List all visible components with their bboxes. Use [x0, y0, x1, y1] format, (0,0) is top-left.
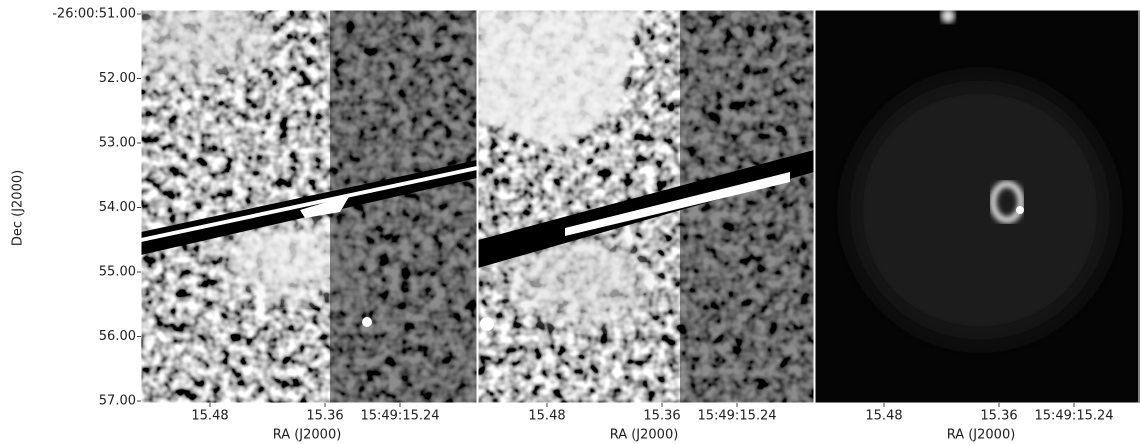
y-tick-label: -26:00:51.00 — [52, 7, 136, 22]
image-panel — [815, 9, 1140, 403]
y-tick-label: 57.00 — [99, 394, 136, 409]
y-tick-label: 53.00 — [99, 136, 136, 151]
y-axis-label: Dec (J2000) — [11, 170, 26, 246]
image-panel — [478, 10, 814, 403]
x-tick-label: 15.48 — [191, 409, 228, 424]
image-panel — [130, 0, 477, 403]
y-tick-label: 56.00 — [99, 329, 136, 344]
x-tick-label: 15.48 — [528, 409, 565, 424]
x-axis-label: RA (J2000) — [610, 428, 679, 443]
x-tick-label: 15.36 — [980, 409, 1017, 424]
y-tick-label: 54.00 — [99, 200, 136, 215]
x-tick-label: 15:49:15.24 — [360, 409, 439, 424]
x-tick-label: 15.36 — [643, 409, 680, 424]
x-axis-label: RA (J2000) — [947, 428, 1016, 443]
x-axis-label: RA (J2000) — [273, 428, 342, 443]
y-tick-label: 55.00 — [99, 265, 136, 280]
x-tick-label: 15:49:15.24 — [697, 409, 776, 424]
x-tick-label: 15.36 — [306, 409, 343, 424]
x-tick-label: 15:49:15.24 — [1034, 409, 1113, 424]
x-tick-label: 15.48 — [865, 409, 902, 424]
y-tick-label: 52.00 — [99, 71, 136, 86]
figure: Dec (J2000) -26:00:51.00 52.00 53.00 54.00 5… — [0, 0, 1140, 444]
